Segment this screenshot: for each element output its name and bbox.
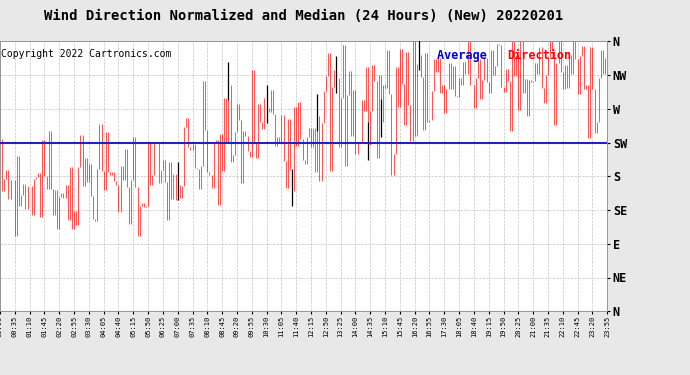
Text: Wind Direction Normalized and Median (24 Hours) (New) 20220201: Wind Direction Normalized and Median (24… <box>44 9 563 23</box>
Text: Average: Average <box>437 50 494 62</box>
Text: Copyright 2022 Cartronics.com: Copyright 2022 Cartronics.com <box>1 50 172 59</box>
Text: Direction: Direction <box>507 50 571 62</box>
